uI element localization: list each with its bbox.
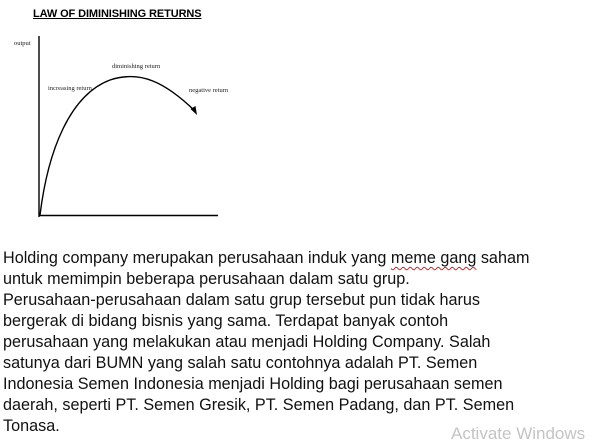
line-1-end: saham: [476, 249, 530, 267]
paragraph-line-4: bergerak di bidang bisnis yang sama. Ter…: [3, 312, 449, 330]
negative-return-label: negative return: [189, 87, 229, 94]
paragraph-line-1: Holding company merupakan perusahaan ind…: [3, 248, 606, 269]
diminishing-return-label: diminishing return: [112, 63, 161, 70]
paragraph-line-3: Perusahaan-perusahaan dalam satu grup te…: [3, 291, 480, 309]
returns-diagram: output increasing return diminishing ret…: [14, 36, 229, 217]
returns-curve: [39, 75, 196, 216]
paragraph-line-9: Tonasa.: [3, 417, 60, 435]
figure-title: LAW OF DIMINISHING RETURNS: [33, 8, 202, 20]
spellcheck-flagged-word[interactable]: meme gang: [390, 249, 477, 267]
arrow-head-icon: [190, 106, 197, 115]
paragraph-line-7: Indonesia Semen Indonesia menjadi Holdin…: [3, 375, 503, 393]
paragraph-line-5: perusahaan yang melakukan atau menjadi H…: [3, 333, 491, 351]
y-axis-label: output: [14, 40, 31, 47]
increasing-return-label: increasing return: [48, 85, 93, 92]
paragraph-line-2: untuk memimpin beberapa perusahaan dalam…: [3, 270, 410, 288]
activate-windows-watermark: Activate Windows: [451, 424, 586, 443]
document-body: Holding company merupakan perusahaan ind…: [3, 248, 606, 437]
paragraph-line-8: daerah, seperti PT. Semen Gresik, PT. Se…: [3, 396, 515, 414]
paragraph-line-6: satunya dari BUMN yang salah satu contoh…: [3, 354, 478, 372]
line-1-start: Holding company merupakan perusahaan ind…: [3, 249, 391, 267]
